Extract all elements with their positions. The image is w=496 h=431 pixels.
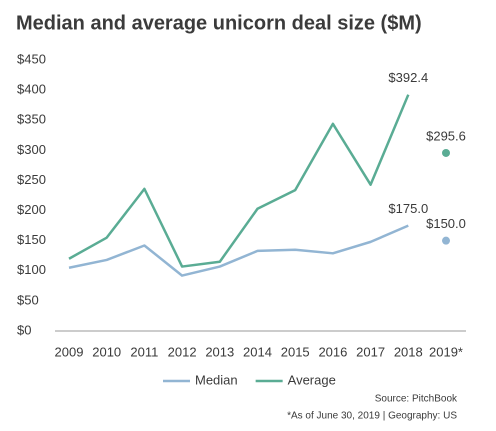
legend-label: Average — [288, 372, 336, 387]
x-tick-label: 2009 — [55, 344, 84, 359]
y-tick-label: $100 — [17, 262, 46, 277]
x-tick-label: 2013 — [205, 344, 234, 359]
value-label: $175.0 — [388, 201, 428, 216]
y-tick-label: $400 — [17, 82, 46, 97]
value-label: $295.6 — [426, 128, 466, 143]
x-tick-label: 2010 — [92, 344, 121, 359]
x-tick-label: 2017 — [356, 344, 385, 359]
x-tick-label: 2016 — [318, 344, 347, 359]
source: Source: PitchBook — [375, 394, 458, 405]
partial-point — [442, 236, 450, 245]
value-label: $392.4 — [388, 70, 428, 85]
y-tick-label: $200 — [17, 202, 46, 217]
value-label: $150.0 — [426, 216, 466, 231]
chart-title: Median and average unicorn deal size ($M… — [16, 12, 422, 34]
x-tick-label: 2014 — [243, 344, 272, 359]
x-tick-label: 2019* — [429, 344, 463, 359]
partial-point — [442, 148, 450, 157]
footnote: *As of June 30, 2019 | Geography: US — [287, 411, 457, 422]
x-tick-label: 2018 — [394, 344, 423, 359]
y-tick-label: $250 — [17, 172, 46, 187]
y-tick-label: $50 — [17, 292, 39, 307]
y-tick-label: $350 — [17, 112, 46, 127]
x-tick-label: 2012 — [168, 344, 197, 359]
y-tick-label: $450 — [17, 51, 46, 66]
y-tick-label: $150 — [17, 232, 46, 247]
y-tick-label: $300 — [17, 142, 46, 157]
y-tick-label: $0 — [17, 322, 31, 337]
series-line — [68, 94, 410, 268]
x-tick-label: 2015 — [281, 344, 310, 359]
series-line — [68, 224, 409, 277]
x-tick-label: 2011 — [130, 344, 158, 359]
legend-label: Median — [195, 372, 238, 387]
